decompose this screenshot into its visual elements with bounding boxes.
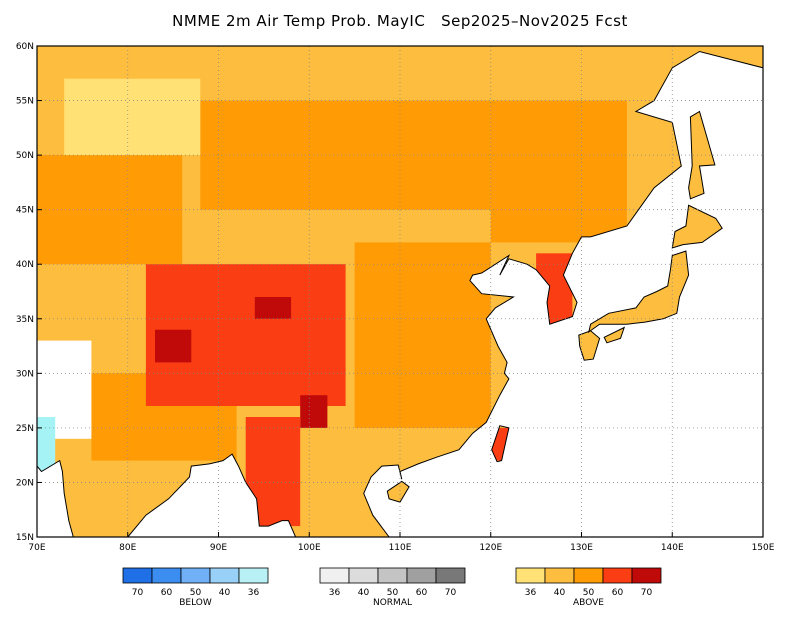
coastline-mainland	[37, 46, 763, 537]
lat-label: 15N	[16, 533, 34, 543]
lon-label: 100E	[298, 543, 321, 553]
lat-label: 40N	[16, 260, 34, 270]
lon-label: 140E	[661, 543, 684, 553]
map-title: NMME 2m Air Temp Prob. MayIC Sep2025–Nov…	[172, 12, 628, 30]
lon-label: 80E	[119, 543, 136, 553]
legend-tick-label: 50	[190, 588, 202, 598]
region-qinghai-hot	[254, 297, 292, 319]
legend-tick-label: 60	[161, 588, 173, 598]
legend-swatch	[122, 567, 153, 584]
region-sichuan-hot	[300, 395, 328, 428]
legend-swatch	[151, 567, 182, 584]
hainan	[387, 481, 410, 503]
lat-label: 30N	[16, 369, 34, 379]
legend-swatch	[406, 567, 437, 584]
lat-label: 25N	[16, 424, 34, 434]
legend-tick-label: 40	[554, 588, 566, 598]
legend-tick-label: 40	[219, 588, 231, 598]
legend-swatch	[348, 567, 379, 584]
legend-swatch	[209, 567, 240, 584]
region-gujarat	[37, 417, 56, 472]
lat-label: 50N	[16, 151, 34, 161]
legend-swatch	[573, 567, 604, 584]
legend-swatch	[544, 567, 575, 584]
coastline-japan-hokkaido	[671, 204, 723, 249]
legend-tick-label: 60	[416, 588, 428, 598]
legend-swatch	[319, 567, 350, 584]
legend-group-label: BELOW	[179, 598, 212, 608]
japan-shikoku	[604, 327, 625, 343]
lat-label: 35N	[16, 315, 34, 325]
legend-swatch	[238, 567, 269, 584]
legend-tick-label: 36	[248, 588, 260, 598]
lon-label: 110E	[389, 543, 412, 553]
lon-label: 70E	[28, 543, 45, 553]
region-siberia-white	[64, 78, 201, 156]
coastline-japan-kyushu	[578, 330, 601, 361]
legend-swatch	[180, 567, 211, 584]
legend-above: 36 40 50 60 70 ABOVE	[515, 567, 662, 608]
lat-label: 55N	[16, 97, 34, 107]
lon-label: 120E	[479, 543, 502, 553]
legend-swatch	[602, 567, 633, 584]
coastline-japan-honshu	[588, 250, 690, 334]
legend-tick-label: 50	[387, 588, 399, 598]
legend-normal: 36 40 50 60 70 NORMAL	[319, 567, 466, 608]
legend-tick-label: 70	[132, 588, 144, 598]
lat-label: 60N	[16, 42, 34, 52]
legend-tick-label: 36	[525, 588, 537, 598]
coastline-sakhalin	[688, 110, 716, 200]
lon-label: 130E	[570, 543, 593, 553]
legend-swatch	[377, 567, 408, 584]
coastline-taiwan	[491, 425, 510, 463]
coastline-hainan	[386, 480, 410, 503]
legend-tick-label: 70	[641, 588, 653, 598]
plot-area	[37, 46, 763, 537]
lon-label: 150E	[752, 543, 775, 553]
lon-label: 90E	[210, 543, 227, 553]
region-china-east	[354, 242, 491, 428]
axis-labels: 70E 80E 90E 100E 110E 120E 130E 140E 150E 15N 20N 2…	[16, 42, 775, 553]
legend-below: 70 60 50 40 36 BELOW	[122, 567, 269, 608]
legend-swatch	[515, 567, 546, 584]
coastline-layer	[37, 46, 763, 537]
region-tibet-hot	[155, 329, 192, 363]
legend-tick-label: 36	[329, 588, 341, 598]
lat-label: 45N	[16, 206, 34, 216]
region-manchuria	[490, 100, 627, 243]
legend-tick-label: 70	[445, 588, 457, 598]
legend-tick-label: 40	[358, 588, 370, 598]
japan-honshu	[588, 251, 689, 332]
coastline-japan-shikoku	[603, 326, 626, 344]
legend-group-label: NORMAL	[373, 598, 412, 608]
gridlines	[37, 46, 763, 537]
legend-swatch	[435, 567, 466, 584]
legend-swatch	[631, 567, 662, 584]
japan-kyushu	[578, 330, 600, 361]
legend-tick-label: 60	[612, 588, 624, 598]
legend-tick-label: 50	[583, 588, 595, 598]
legend-group-label: ABOVE	[573, 598, 604, 608]
lat-label: 20N	[16, 478, 34, 488]
